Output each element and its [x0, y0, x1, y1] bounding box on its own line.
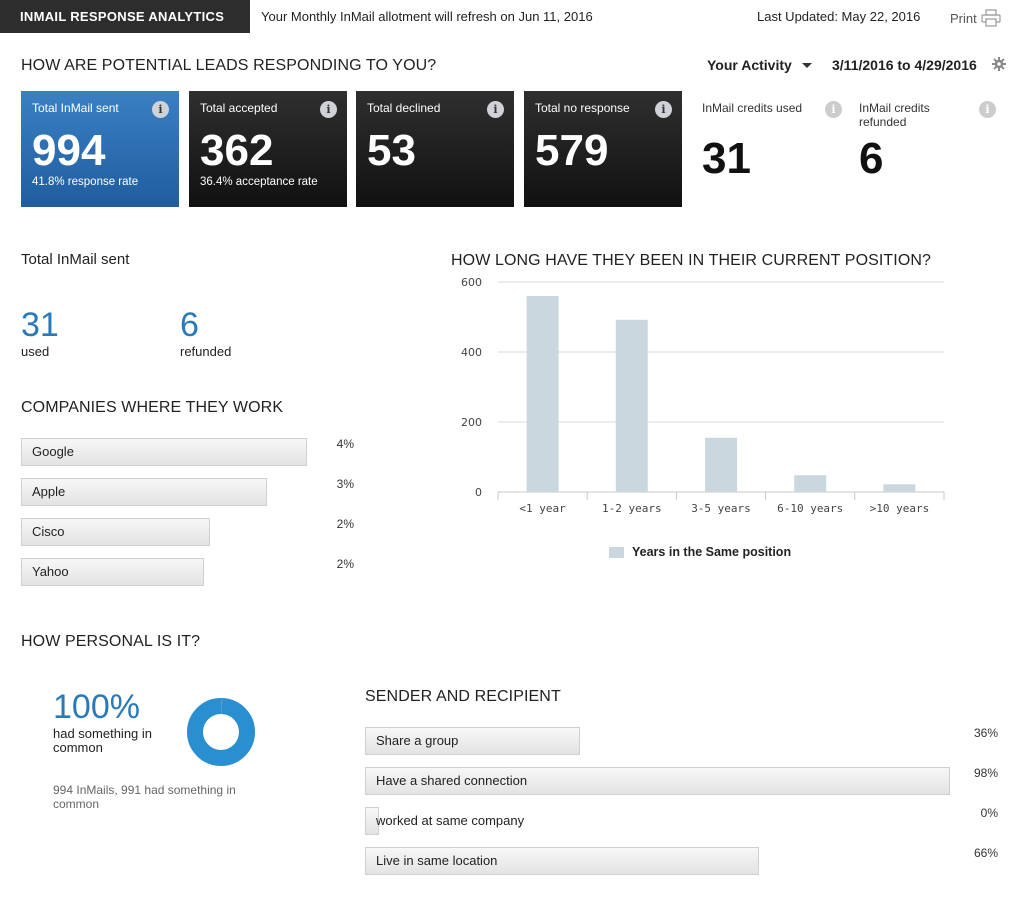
tile-total-accepted[interactable]: Total accepted i 362 36.4% acceptance ra…	[189, 91, 347, 207]
chart-bar[interactable]	[526, 296, 559, 492]
position-bar-chart: 0 200 400 600 <1 year 1-2 years 3-5 years 6-10 …	[461, 276, 945, 515]
activity-label: Your Activity	[707, 57, 792, 73]
companies-title: COMPANIES WHERE THEY WORK	[21, 399, 284, 416]
chart-bar[interactable]	[883, 484, 916, 492]
y-tick-label: 200	[461, 416, 482, 429]
company-percent: 2%	[336, 517, 354, 531]
x-tick-label: 1-2 years	[602, 502, 662, 515]
allotment-notice: Your Monthly InMail allotment will refre…	[261, 9, 593, 24]
tile-label: InMail credits used	[702, 101, 803, 115]
info-icon[interactable]: i	[152, 101, 169, 118]
leads-section-title: HOW ARE POTENTIAL LEADS RESPONDING TO YO…	[21, 57, 437, 74]
inmail-sent-title: Total InMail sent	[21, 251, 130, 268]
activity-dropdown[interactable]: Your Activity	[707, 57, 812, 73]
tile-value: 994	[32, 126, 106, 175]
company-percent: 4%	[336, 437, 354, 451]
print-button[interactable]: Print	[950, 9, 1001, 27]
common-label: had something in common	[53, 726, 153, 755]
personal-title: HOW PERSONAL IS IT?	[21, 633, 201, 650]
refunded-label: refunded	[180, 344, 232, 359]
tile-label: InMail credits refunded	[859, 101, 930, 129]
company-bar[interactable]: Google	[21, 438, 307, 466]
sender-bar[interactable]: Have a shared connection	[365, 767, 950, 795]
x-tick-label: <1 year	[519, 502, 566, 515]
top-bar: INMAIL RESPONSE ANALYTICS Your Monthly I…	[0, 0, 1024, 33]
sender-percent: 98%	[973, 766, 998, 780]
info-icon[interactable]: i	[655, 101, 672, 118]
sender-bar[interactable]: Live in same location	[365, 847, 759, 875]
company-bar[interactable]: Cisco	[21, 518, 210, 546]
chevron-down-icon	[801, 62, 812, 68]
tile-label: Total declined	[367, 101, 441, 115]
chart-bar[interactable]	[705, 437, 737, 492]
common-donut-chart	[187, 698, 255, 766]
company-bar[interactable]: Apple	[21, 478, 267, 506]
x-tick-label: 6-10 years	[777, 502, 843, 515]
sender-percent: 66%	[973, 846, 998, 860]
tile-value: 579	[535, 126, 609, 175]
tile-total-declined[interactable]: Total declined i 53	[356, 91, 514, 207]
tile-sub: 41.8% response rate	[32, 176, 139, 188]
info-icon[interactable]: i	[320, 101, 337, 118]
legend-swatch	[609, 546, 624, 558]
legend-label: Years in the Same position	[632, 545, 792, 559]
tile-total-no-response[interactable]: Total no response i 579	[524, 91, 682, 207]
common-percent: 100%	[53, 688, 140, 726]
tile-value: 6	[859, 134, 884, 183]
chart-legend[interactable]: Years in the Same position	[609, 545, 791, 559]
y-tick-label: 600	[461, 276, 482, 289]
printer-icon	[981, 9, 1001, 27]
company-percent: 3%	[336, 477, 354, 491]
company-bar[interactable]: Yahoo	[21, 558, 204, 586]
common-note: 994 InMails, 991 had something in common	[53, 783, 236, 811]
chart-bar[interactable]	[615, 319, 648, 492]
chart-bar[interactable]	[794, 475, 827, 492]
print-label: Print	[950, 10, 977, 26]
sender-bar[interactable]: Share a group	[365, 727, 580, 755]
used-label: used	[21, 344, 50, 359]
date-range[interactable]: 3/11/2016 to 4/29/2016	[832, 57, 977, 73]
info-icon[interactable]: i	[825, 101, 842, 118]
position-chart-title: HOW LONG HAVE THEY BEEN IN THEIR CURRENT…	[451, 252, 932, 269]
info-icon[interactable]: i	[979, 101, 996, 118]
x-tick-label: 3-5 years	[691, 502, 751, 515]
app-title: INMAIL RESPONSE ANALYTICS	[0, 0, 250, 33]
gear-icon[interactable]	[992, 57, 1006, 71]
sender-percent: 36%	[973, 726, 998, 740]
sender-percent: 0%	[980, 806, 998, 820]
tile-value: 31	[702, 134, 751, 183]
sender-bar[interactable]: worked at same company	[365, 807, 524, 835]
last-updated: Last Updated: May 22, 2016	[757, 9, 921, 24]
refunded-value: 6	[180, 306, 199, 344]
y-tick-label: 0	[475, 486, 482, 499]
tile-label: Total InMail sent	[32, 101, 119, 115]
tile-sub: 36.4% acceptance rate	[200, 176, 318, 188]
tile-label: Total accepted	[200, 101, 278, 115]
tile-credits-used: InMail credits used i 31	[702, 91, 842, 207]
sender-title: SENDER AND RECIPIENT	[365, 688, 561, 705]
x-tick-label: >10 years	[870, 502, 930, 515]
tile-label: Total no response	[535, 101, 630, 115]
used-value: 31	[21, 306, 59, 344]
y-tick-label: 400	[461, 346, 482, 359]
tile-value: 53	[367, 126, 416, 175]
company-percent: 2%	[336, 557, 354, 571]
tile-credits-refunded: InMail credits refunded i 6	[859, 91, 996, 207]
tile-value: 362	[200, 126, 274, 175]
tile-total-sent[interactable]: Total InMail sent i 994 41.8% response r…	[21, 91, 179, 207]
info-icon[interactable]: i	[487, 101, 504, 118]
donut-segment	[187, 698, 255, 766]
